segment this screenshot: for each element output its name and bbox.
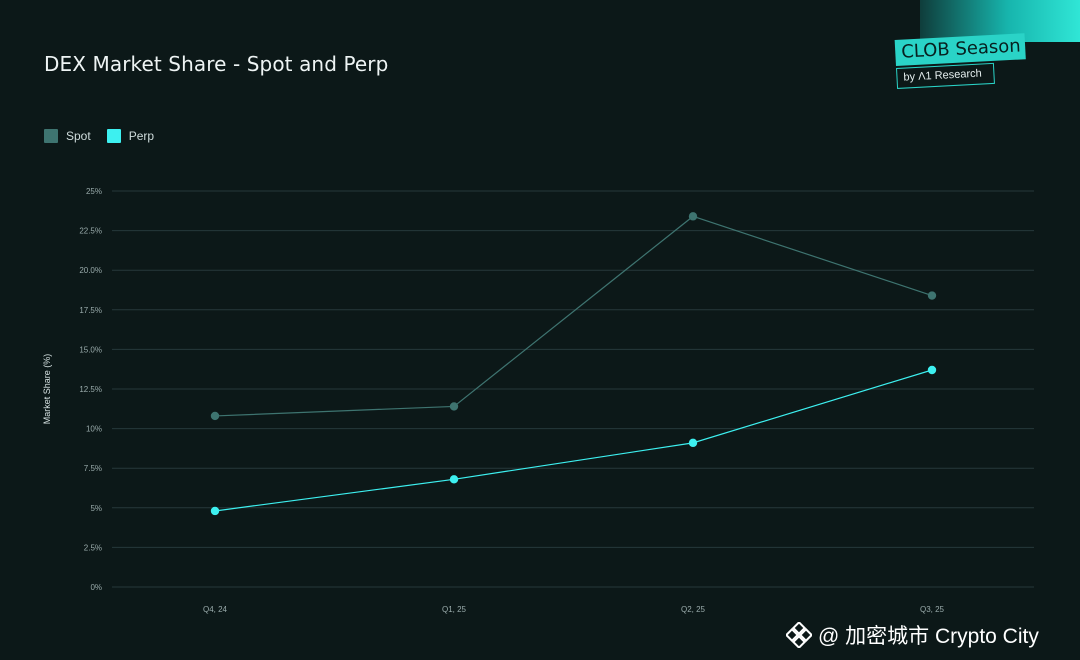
legend-item-spot[interactable]: Spot [44, 129, 91, 143]
data-point-spot [210, 411, 220, 421]
chart-title: DEX Market Share - Spot and Perp [44, 52, 389, 76]
data-point-spot [688, 212, 698, 221]
y-tick-label: 7.5% [84, 464, 102, 473]
data-point-perp [927, 365, 937, 375]
data-point-perp [449, 475, 459, 484]
y-tick-label: 10% [86, 425, 102, 434]
y-tick-label: 17.5% [79, 306, 102, 315]
legend-label-perp: Perp [128, 129, 155, 143]
series-line-perp [214, 369, 933, 512]
data-point-spot [449, 402, 459, 411]
x-tick-label: Q4, 24 [203, 605, 228, 614]
y-tick-label: 25% [86, 187, 102, 196]
x-tick-label: Q3, 25 [920, 605, 945, 614]
legend-swatch-perp [106, 129, 121, 143]
y-tick-label: 0% [90, 583, 102, 592]
data-point-spot [927, 291, 937, 300]
y-tick-label: 20.0% [79, 266, 102, 275]
legend-label-spot: Spot [66, 129, 91, 143]
y-tick-label: 5% [90, 504, 102, 513]
legend: Spot Perp [44, 129, 154, 143]
y-tick-label: 12.5% [79, 385, 102, 394]
watermark: @ 加密城市 Crypto City [786, 620, 1039, 650]
data-point-perp [210, 506, 220, 516]
x-tick-label: Q1, 25 [442, 605, 467, 614]
y-axis-label: Market Share (%) [42, 354, 52, 425]
watermark-text: @ 加密城市 Crypto City [818, 625, 1039, 648]
y-tick-label: 15.0% [79, 345, 102, 354]
series-line-spot [214, 215, 933, 417]
x-tick-label: Q2, 25 [681, 605, 706, 614]
legend-swatch-spot [44, 129, 58, 143]
y-tick-label: 2.5% [84, 543, 102, 552]
legend-item-perp[interactable]: Perp [106, 129, 155, 143]
data-point-perp [688, 438, 698, 448]
y-tick-label: 22.5% [79, 227, 102, 236]
binance-diamond-icon [786, 622, 812, 648]
